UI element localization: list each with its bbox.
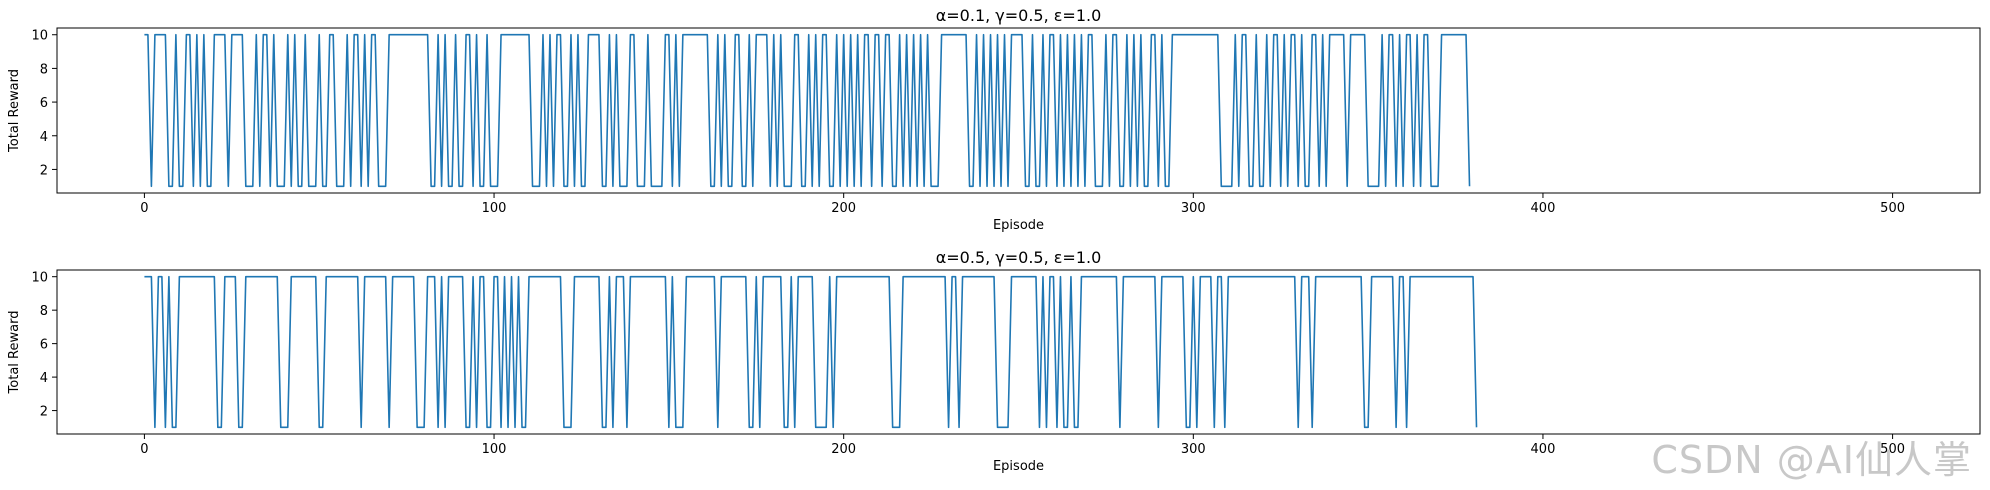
x-tick-label: 500: [1880, 201, 1905, 216]
x-tick-label: 400: [1531, 201, 1556, 216]
y-tick-label: 8: [40, 62, 48, 77]
y-tick-label: 8: [40, 304, 48, 319]
x-tick-label: 200: [831, 201, 856, 216]
series-line: [144, 275, 1478, 429]
subplot-top: α=0.1, γ=0.5, ε=1.0 0 100 200 300 400 500 2 4 6 8 1…: [7, 6, 1981, 233]
x-tick-label: 200: [831, 442, 856, 457]
x-tick-label: 300: [1181, 201, 1206, 216]
chart-title: α=0.1, γ=0.5, ε=1.0: [936, 6, 1102, 25]
axes-frame: [56, 27, 1981, 194]
y-axis-label: Total Reward: [7, 311, 22, 395]
x-tick-label: 100: [482, 442, 507, 457]
y-tick-label: 4: [40, 371, 48, 386]
axes-frame: [56, 269, 1981, 435]
x-tick-label: 400: [1531, 442, 1556, 457]
y-tick-label: 2: [40, 405, 48, 420]
subplot-bottom: α=0.5, γ=0.5, ε=1.0 0 100 200 300 400 500 2 4 6 8 1…: [7, 248, 1981, 474]
x-axis-label: Episode: [993, 218, 1044, 233]
y-tick-label: 10: [31, 271, 48, 286]
x-tick-label: 100: [482, 201, 507, 216]
y-tick-label: 6: [40, 96, 48, 111]
y-tick-label: 10: [31, 29, 48, 44]
y-tick-label: 6: [40, 338, 48, 353]
x-tick-label: 0: [140, 442, 148, 457]
x-tick-label: 500: [1880, 442, 1905, 457]
y-tick-label: 4: [40, 130, 48, 145]
y-tick-label: 2: [40, 163, 48, 178]
x-tick-label: 300: [1181, 442, 1206, 457]
watermark: CSDN @AI仙人掌: [1651, 438, 1972, 482]
x-axis-label: Episode: [993, 459, 1044, 474]
y-axis-label: Total Reward: [7, 69, 22, 153]
series-line: [144, 33, 1471, 188]
chart-title: α=0.5, γ=0.5, ε=1.0: [936, 248, 1102, 267]
x-tick-label: 0: [140, 201, 148, 216]
